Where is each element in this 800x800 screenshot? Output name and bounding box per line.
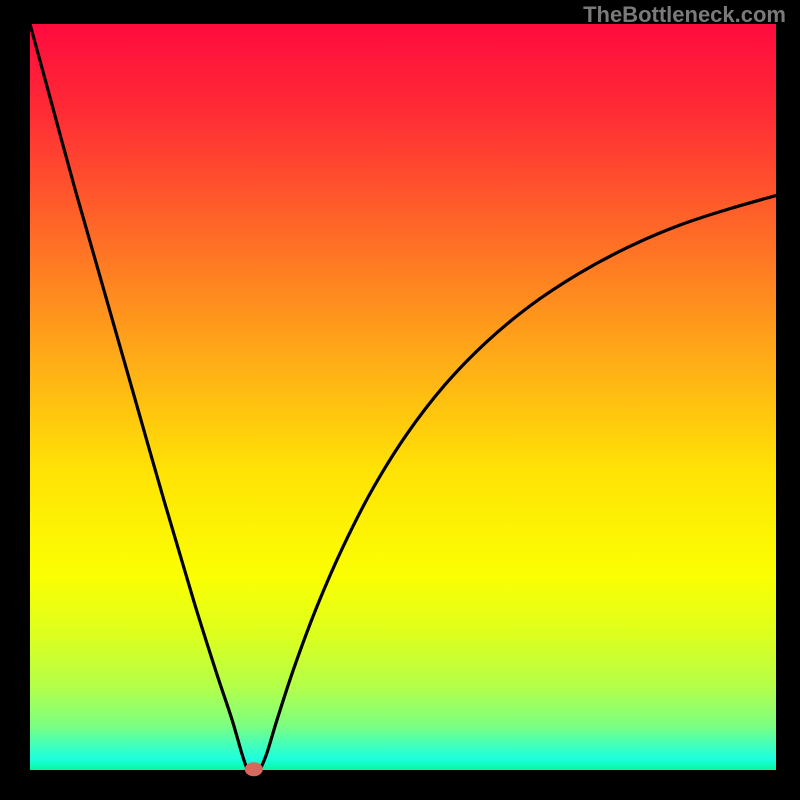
bottleneck-chart xyxy=(0,0,800,800)
optimal-point-marker xyxy=(245,762,263,776)
gradient-background xyxy=(30,24,776,770)
watermark-text: TheBottleneck.com xyxy=(583,2,786,28)
